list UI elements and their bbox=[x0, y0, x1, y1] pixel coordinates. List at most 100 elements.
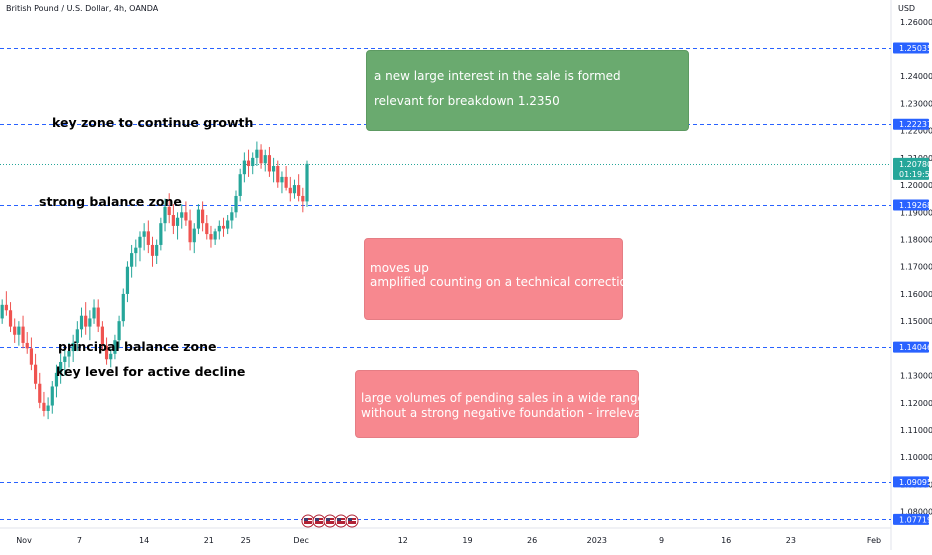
countdown-label: 01:19:54 bbox=[899, 170, 932, 179]
flag-canton bbox=[304, 518, 308, 521]
x-tick-label: 23 bbox=[786, 536, 796, 545]
x-tick-label: Nov bbox=[16, 536, 32, 545]
level-badge bbox=[893, 476, 929, 488]
decline-level-label: key level for active decline bbox=[56, 364, 246, 379]
x-tick-label: 7 bbox=[77, 536, 82, 545]
candle-body bbox=[50, 386, 54, 406]
candle-body bbox=[246, 160, 251, 167]
candle-body bbox=[205, 223, 209, 235]
y-tick-label: 1.08000 bbox=[900, 508, 932, 517]
note-sale-interest[interactable]: a new large interest in the sale is form… bbox=[366, 50, 689, 131]
level-badge bbox=[893, 42, 929, 54]
candle-body bbox=[29, 348, 34, 365]
candle-body bbox=[175, 217, 180, 226]
candle-body bbox=[263, 155, 267, 164]
x-tick-label: 9 bbox=[659, 536, 664, 545]
note-moves-up[interactable]: moves up amplified counting on a technic… bbox=[364, 238, 635, 320]
note-line: relevant for breakdown 1.2350 bbox=[374, 94, 560, 108]
x-axis: Nov 7 14 21 25 Dec 12 19 26 2023 9 16 23 Feb bbox=[16, 536, 881, 545]
y-axis: 1.080001.090001.100001.110001.120001.130… bbox=[900, 18, 932, 517]
level-badge bbox=[893, 118, 929, 130]
candle-body bbox=[221, 225, 226, 229]
y-tick-label: 1.24000 bbox=[900, 72, 932, 81]
candle-body bbox=[125, 266, 130, 294]
note-pending-sales[interactable]: large volumes of pending sales in a wide… bbox=[355, 370, 654, 438]
candle-body bbox=[284, 176, 288, 188]
candle-body bbox=[259, 149, 263, 164]
level-badge-label: 1.14046 bbox=[899, 343, 932, 352]
x-tick-label: 21 bbox=[204, 536, 214, 545]
candle-body bbox=[84, 315, 88, 327]
candle-body bbox=[292, 185, 297, 194]
candle-body bbox=[38, 383, 42, 403]
level-badge bbox=[893, 513, 929, 525]
candle-body bbox=[230, 212, 234, 221]
candle-body bbox=[155, 244, 159, 256]
y-tick-label: 1.10000 bbox=[900, 453, 932, 462]
candle-body bbox=[42, 402, 46, 411]
y-tick-label: 1.12000 bbox=[900, 399, 932, 408]
price-badges: 1.25035 1.22237 1.19268 1.14046 1.09095 1.077… bbox=[893, 42, 932, 525]
candle-body bbox=[121, 293, 125, 322]
candle-body bbox=[297, 185, 301, 196]
candle-body bbox=[288, 187, 292, 194]
flag-canton bbox=[348, 518, 352, 521]
growth-zone-label: key zone to continue growth bbox=[52, 115, 254, 130]
balance-zone-label: strong balance zone bbox=[39, 194, 182, 209]
candle-body bbox=[79, 315, 84, 330]
x-tick-label: 14 bbox=[139, 536, 149, 545]
candle-body bbox=[150, 244, 155, 256]
x-tick-label: 26 bbox=[527, 536, 537, 545]
candle-body bbox=[100, 326, 104, 346]
level-badge bbox=[893, 341, 929, 353]
x-tick-label: Dec bbox=[293, 536, 308, 545]
last-price-label: 1.20780 bbox=[899, 160, 932, 169]
y-tick-label: 1.17000 bbox=[900, 263, 932, 272]
x-tick-label: 12 bbox=[398, 536, 408, 545]
candle-body bbox=[184, 212, 188, 221]
candle-body bbox=[59, 361, 63, 373]
y-tick-label: 1.22000 bbox=[900, 127, 932, 136]
event-flags[interactable] bbox=[301, 514, 359, 528]
candle-body bbox=[96, 307, 100, 327]
us-flag-icon[interactable] bbox=[323, 514, 337, 528]
candle-body bbox=[146, 231, 150, 245]
candle-body bbox=[188, 220, 192, 243]
flag-canton bbox=[326, 518, 330, 521]
candle-body bbox=[255, 149, 259, 158]
y-tick-label: 1.16000 bbox=[900, 290, 932, 299]
candle-body bbox=[46, 405, 50, 411]
candle-body bbox=[113, 340, 117, 354]
candle-body bbox=[171, 215, 175, 226]
level-badge-label: 1.25035 bbox=[899, 44, 932, 53]
us-flag-icon[interactable] bbox=[345, 514, 359, 528]
x-tick-label: 19 bbox=[462, 536, 472, 545]
candle-body bbox=[130, 253, 134, 267]
candle-body bbox=[4, 304, 8, 311]
level-badge-label: 1.07719 bbox=[899, 515, 932, 524]
candle-body bbox=[238, 174, 242, 196]
note-line: amplified counting on a technical correc… bbox=[370, 275, 635, 289]
x-tick-label: 25 bbox=[241, 536, 251, 545]
candle-body bbox=[201, 209, 205, 224]
candle-body bbox=[63, 356, 67, 362]
note-line: moves up bbox=[370, 261, 429, 275]
us-flag-icon[interactable] bbox=[312, 514, 326, 528]
candle-body bbox=[75, 329, 79, 343]
candle-body bbox=[305, 163, 309, 202]
level-badge-label: 1.09095 bbox=[899, 478, 932, 487]
y-tick-label: 1.20000 bbox=[900, 181, 932, 190]
candle-body bbox=[134, 247, 138, 254]
us-flag-icon[interactable] bbox=[301, 514, 315, 528]
level-lines bbox=[0, 48, 891, 520]
y-tick-label: 1.18000 bbox=[900, 236, 932, 245]
candle-body bbox=[138, 236, 142, 248]
candle-body bbox=[280, 176, 284, 183]
candle-body bbox=[271, 166, 276, 172]
candle-body bbox=[196, 209, 201, 229]
candle-body bbox=[163, 206, 167, 224]
us-flag-icon[interactable] bbox=[334, 514, 348, 528]
last-price-badge bbox=[893, 157, 929, 180]
